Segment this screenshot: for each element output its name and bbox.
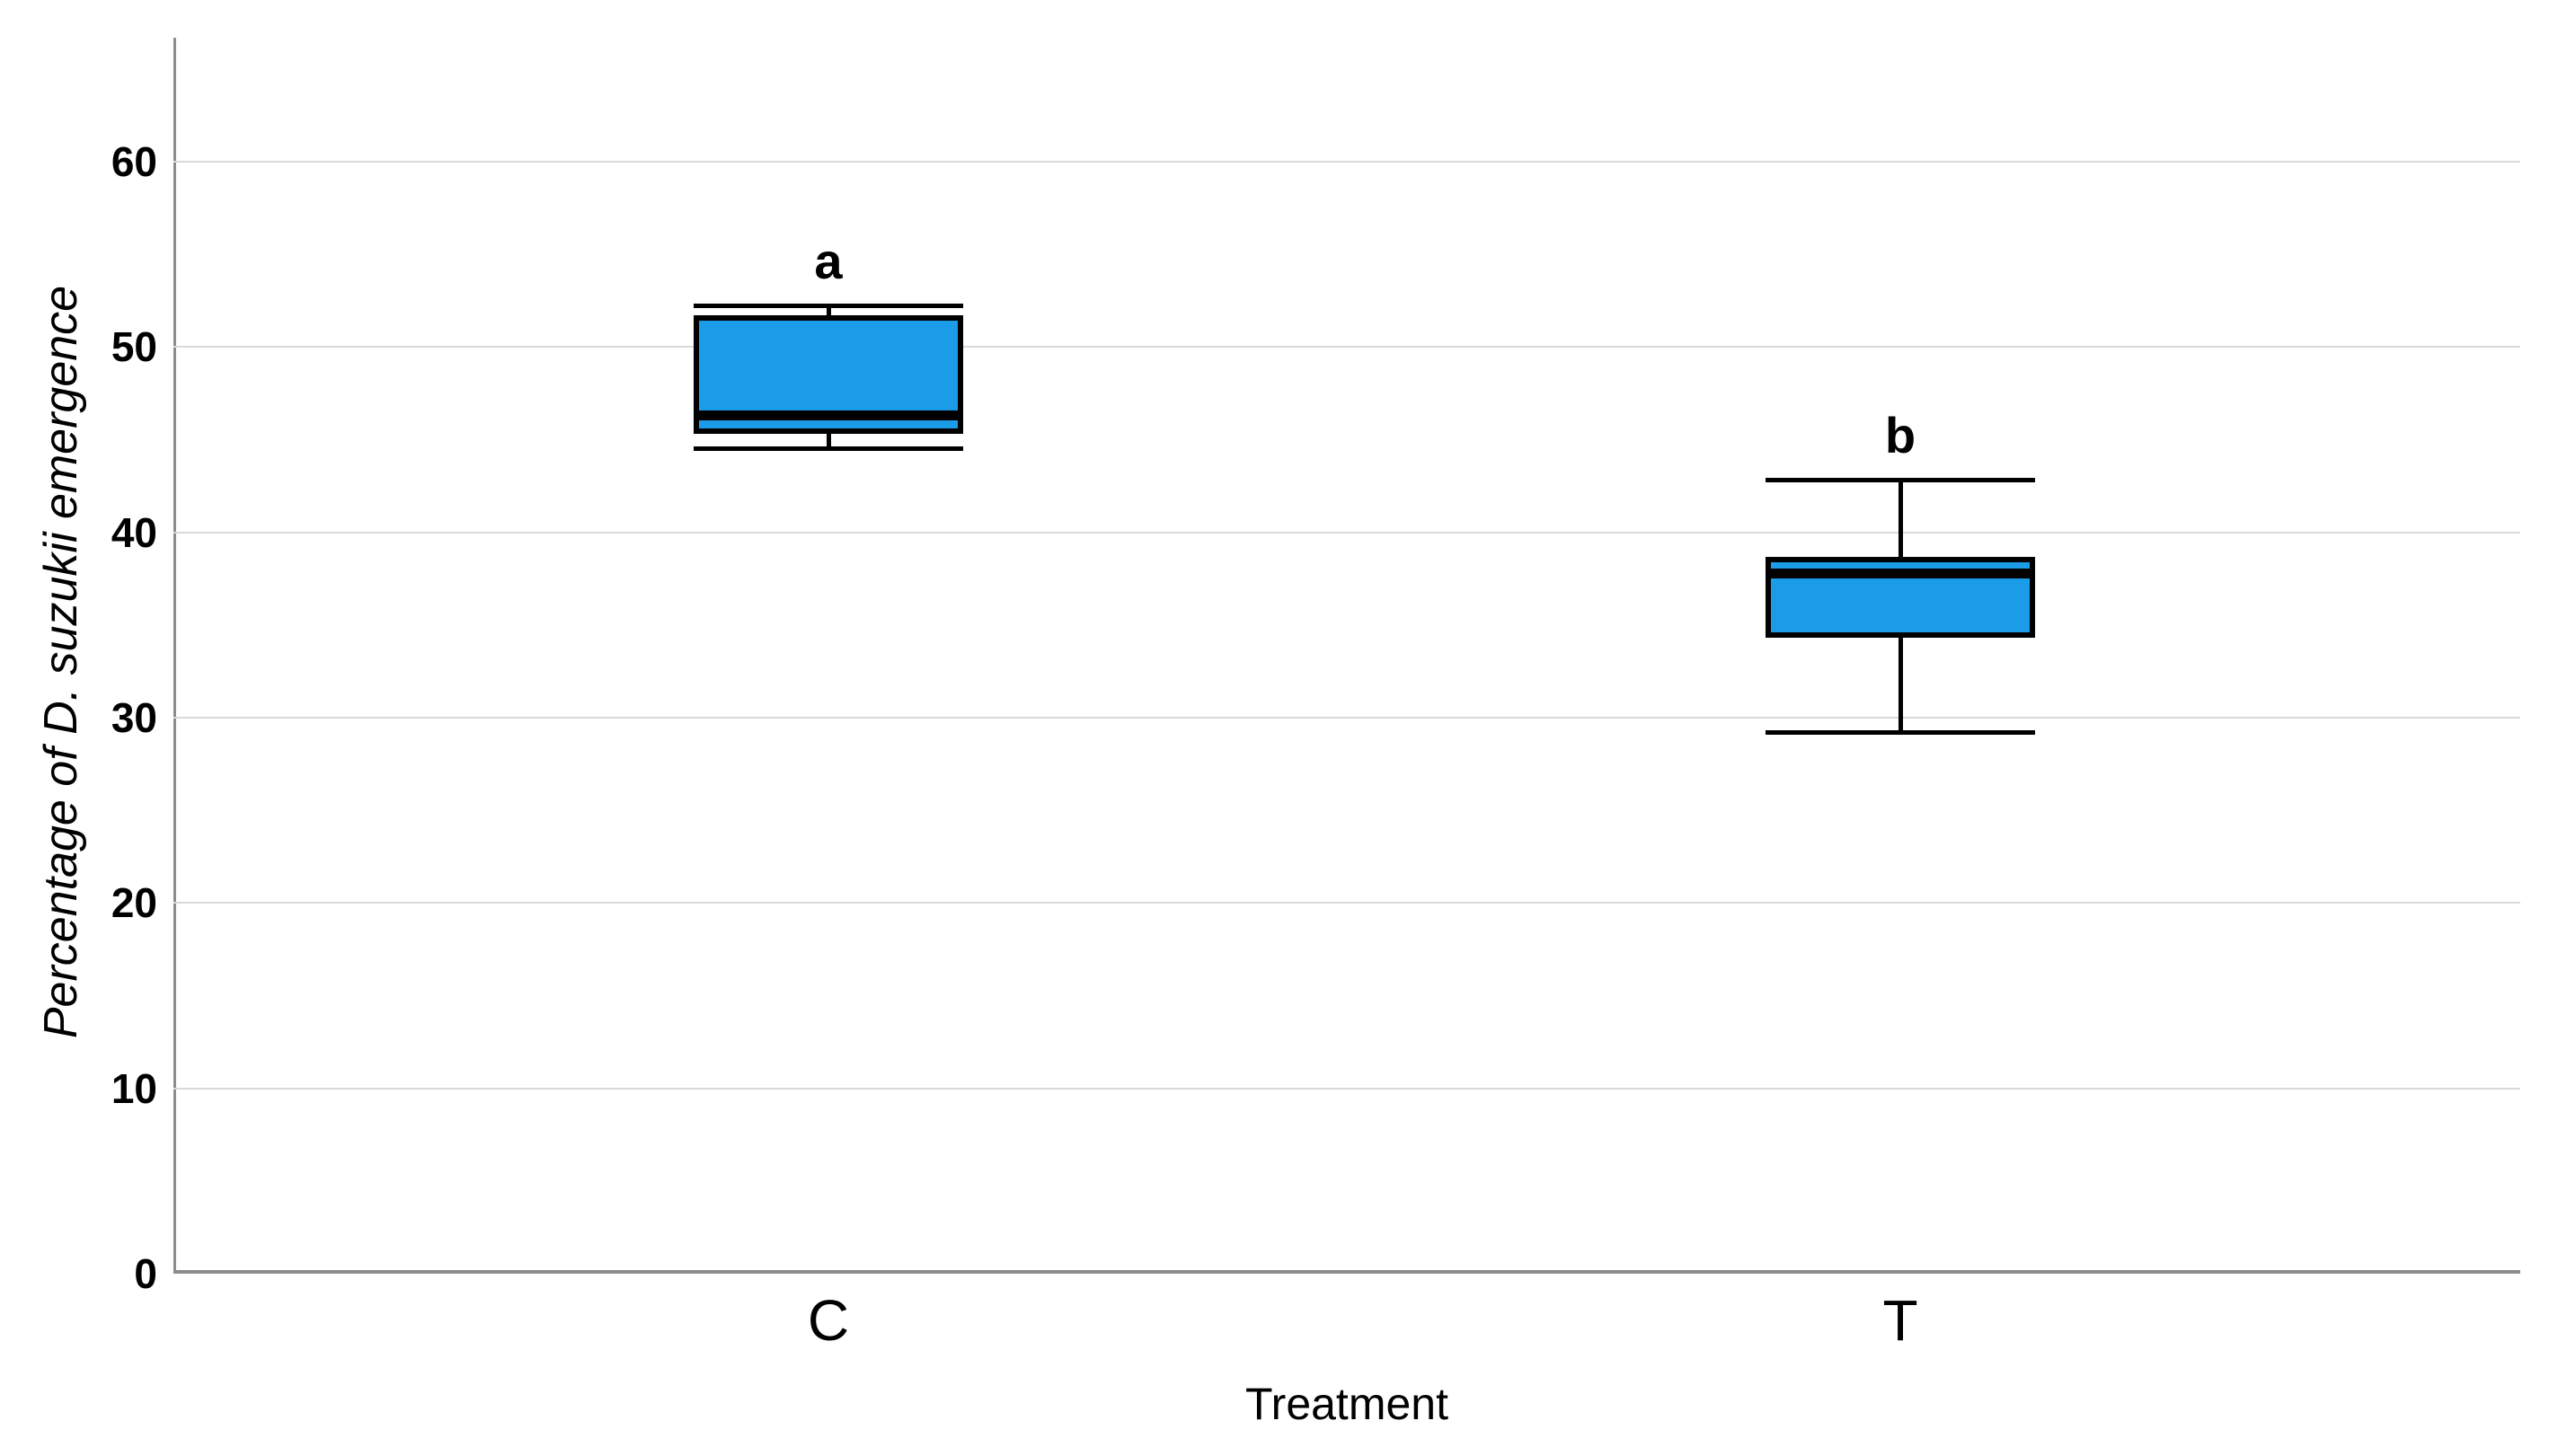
x-tick-label-T: T — [1882, 1288, 1918, 1353]
gridline-y-20 — [173, 902, 2520, 904]
whisker-cap-upper-C — [694, 304, 963, 309]
y-tick-label-20: 20 — [111, 879, 157, 927]
x-tick-label-C: C — [807, 1288, 850, 1353]
gridline-y-50 — [173, 346, 2520, 349]
y-tick-label-60: 60 — [111, 138, 157, 186]
whisker-line-upper-C — [826, 305, 831, 316]
median-line-T — [1766, 568, 2035, 578]
x-axis-title: Treatment — [1244, 1379, 1448, 1429]
gridline-y-60 — [173, 161, 2520, 163]
y-tick-label-10: 10 — [111, 1064, 157, 1112]
y-tick-label-30: 30 — [111, 694, 157, 741]
whisker-cap-lower-C — [694, 446, 963, 452]
significance-label-C: a — [814, 232, 843, 289]
y-axis-title: Percentage of D. suzukii emergence — [35, 285, 87, 1039]
plot-area — [173, 38, 2520, 1274]
y-tick-label-50: 50 — [111, 323, 157, 371]
gridline-y-40 — [173, 531, 2520, 534]
whisker-line-lower-C — [826, 434, 831, 449]
y-tick-label-40: 40 — [111, 508, 157, 556]
whisker-line-lower-T — [1898, 638, 1903, 733]
gridline-y-10 — [173, 1087, 2520, 1090]
gridline-y-30 — [173, 717, 2520, 719]
whisker-line-upper-T — [1898, 480, 1903, 557]
whisker-cap-lower-T — [1766, 730, 2035, 736]
median-line-C — [694, 410, 963, 421]
whisker-cap-upper-T — [1766, 478, 2035, 483]
significance-label-T: b — [1884, 406, 1916, 463]
y-tick-label-0: 0 — [134, 1250, 157, 1297]
